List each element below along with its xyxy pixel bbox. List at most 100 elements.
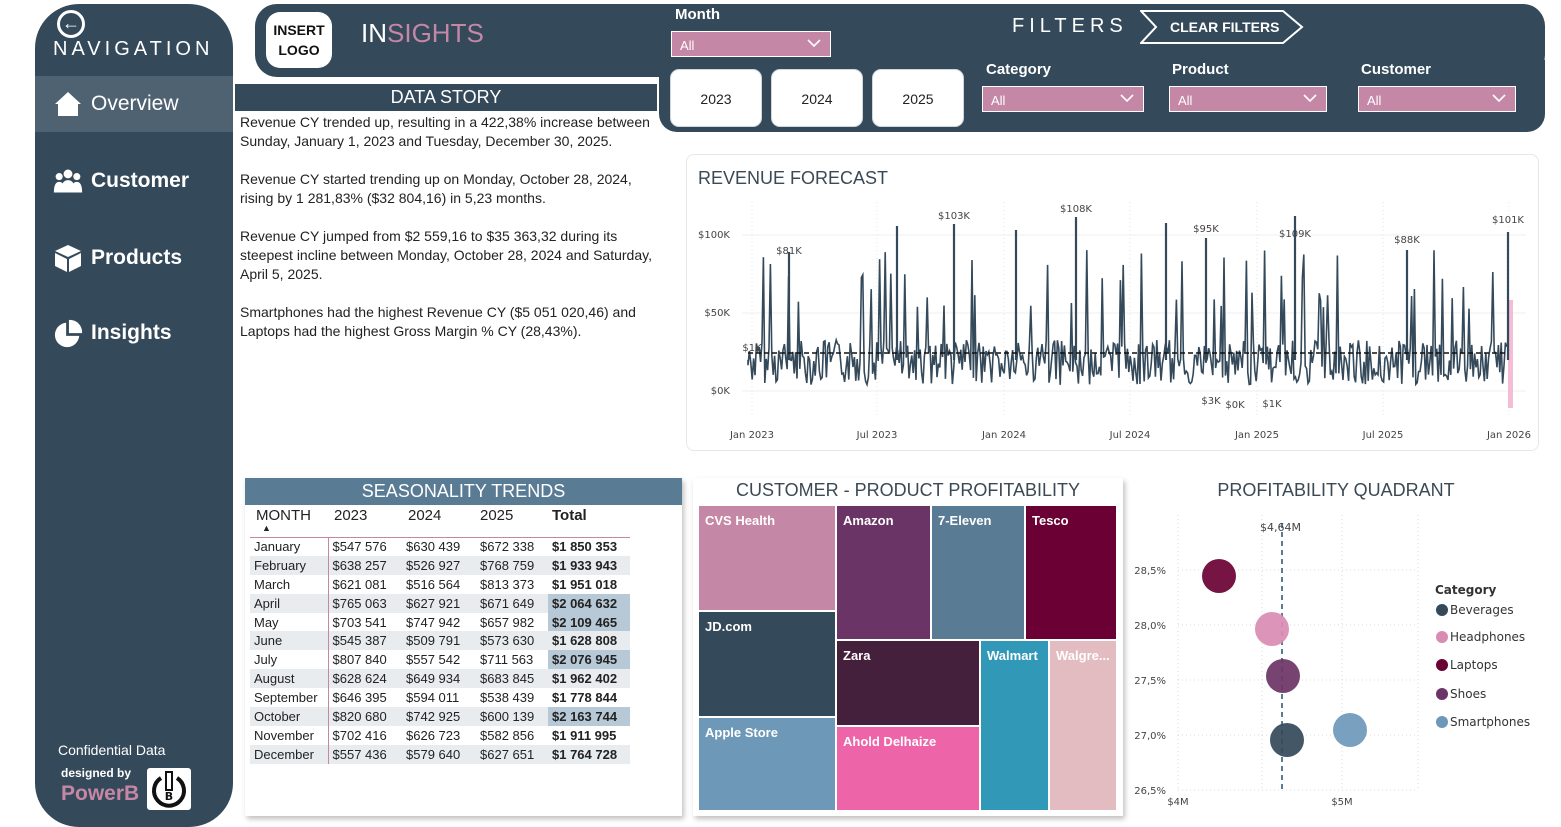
confidential-label: Confidential Data — [58, 742, 166, 758]
month-dropdown[interactable]: All — [671, 31, 831, 57]
treemap-tile-cvs-health[interactable]: CVS Health — [698, 505, 836, 611]
home-icon — [53, 89, 83, 119]
y-tick: 26,5% — [1134, 786, 1166, 797]
value-cell: $742 925 — [402, 707, 476, 726]
y-tick: 27,0% — [1134, 731, 1166, 742]
customer-dropdown[interactable]: All — [1358, 86, 1516, 112]
data-label: $95K — [1193, 224, 1219, 235]
designed-by-label: designed by — [61, 766, 132, 780]
value-cell: $638 257 — [328, 555, 402, 575]
value-cell: $646 395 — [332, 690, 387, 706]
treemap-tile-apple-store[interactable]: Apple Store — [698, 717, 836, 811]
table-row[interactable]: July $807 840 $557 542 $711 563 $2 076 945 — [250, 650, 630, 670]
column-header-2024[interactable]: 2024 — [408, 507, 442, 524]
table-row[interactable]: February $638 257 $526 927 $768 759 $1 933 9… — [250, 555, 630, 575]
treemap-tile-walgreens[interactable]: Walgre... — [1049, 640, 1117, 811]
chevron-down-icon — [807, 39, 821, 48]
title-prefix: IN — [361, 18, 387, 48]
month-cell: September — [250, 688, 329, 708]
table-row[interactable]: November $702 416 $626 723 $582 856 $1 911 9… — [250, 725, 630, 745]
nav-title: NAVIGATION — [53, 38, 214, 60]
treemap-tile-zara[interactable]: Zara — [836, 640, 980, 726]
legend-item: Laptops — [1450, 658, 1498, 672]
sidebar-item-customer[interactable]: Customer — [35, 153, 233, 209]
value-cell: $671 649 — [476, 593, 548, 613]
year-button-2024[interactable]: 2024 — [771, 69, 863, 127]
logo-line1: INSERT — [273, 22, 325, 38]
treemap-tile-jd-com[interactable]: JD.com — [698, 611, 836, 717]
product-dropdown[interactable]: All — [1169, 86, 1327, 112]
column-header-month[interactable]: MONTH ▲ — [250, 505, 328, 537]
year-button-2025[interactable]: 2025 — [872, 69, 964, 127]
x-tick: $5M — [1331, 797, 1352, 808]
tile-label: Ahold Delhaize — [843, 734, 937, 749]
value-cell: $702 416 — [332, 727, 387, 743]
y-tick: $100K — [698, 230, 730, 241]
seasonality-title: SEASONALITY TRENDS — [245, 478, 682, 505]
value-cell: $813 373 — [480, 576, 535, 592]
title-suffix: SIGHTS — [387, 18, 484, 48]
sidebar-item-label: Products — [91, 246, 183, 269]
value-cell: $711 563 — [480, 652, 534, 668]
y-tick: 28,5% — [1134, 566, 1166, 577]
tile-label: 7-Eleven — [938, 513, 992, 528]
table-row[interactable]: August $628 624 $649 934 $683 845 $1 962 402 — [250, 669, 630, 689]
column-header-2023[interactable]: 2023 — [334, 507, 368, 524]
bubble-shoes[interactable] — [1266, 659, 1300, 693]
data-label: $103K — [938, 211, 970, 222]
back-arrow-icon[interactable]: ← — [57, 10, 85, 38]
sidebar-item-label: Customer — [91, 169, 190, 192]
table-row[interactable]: May $703 541 $747 942 $657 982 $2 109 465 — [250, 612, 630, 632]
clear-filters-button[interactable]: CLEAR FILTERS — [1140, 10, 1304, 44]
tile-label: Walmart — [987, 648, 1038, 663]
sidebar-item-overview[interactable]: Overview — [35, 76, 233, 132]
bubble-smartphones[interactable] — [1333, 713, 1367, 747]
value-cell: $657 982 — [480, 614, 535, 630]
bubble-beverages[interactable] — [1270, 723, 1304, 757]
revenue-forecast-chart[interactable]: $100K $50K $0K Jan 2023 Jul 2023 Jan 202… — [686, 190, 1539, 448]
table-row[interactable]: October $820 680 $742 925 $600 139 $2 163 74… — [250, 707, 630, 726]
tile-label: Apple Store — [705, 725, 778, 740]
x-tick: Jan 2024 — [981, 430, 1026, 441]
value-cell: $547 576 — [328, 536, 402, 556]
table-row[interactable]: June $545 387 $509 791 $573 630 $1 628 808 — [250, 631, 630, 651]
data-label: $108K — [1060, 204, 1092, 215]
table-row[interactable]: December $557 436 $579 640 $627 651 $1 764 7… — [250, 744, 630, 764]
value-cell: $594 011 — [406, 690, 460, 706]
sidebar-item-products[interactable]: Products — [35, 230, 233, 286]
bubble-headphones[interactable] — [1255, 612, 1289, 646]
legend-item: Headphones — [1450, 630, 1525, 644]
treemap-title: CUSTOMER - PRODUCT PROFITABILITY — [735, 480, 1081, 500]
story-paragraph: Revenue CY jumped from $2 559,16 to $35 … — [240, 228, 652, 282]
value-cell: $768 759 — [476, 555, 548, 575]
sidebar-item-insights[interactable]: Insights — [35, 305, 233, 361]
story-paragraph: Smartphones had the highest Revenue CY (… — [240, 304, 636, 339]
table-row[interactable]: January $547 576 $630 439 $672 338 $1 850 35… — [250, 536, 630, 556]
tile-label: Tesco — [1032, 513, 1069, 528]
table-row[interactable]: September $646 395 $594 011 $538 439 $1 778 … — [250, 688, 630, 708]
bubble-laptops[interactable] — [1202, 559, 1236, 593]
category-dropdown[interactable]: All — [982, 86, 1144, 112]
value-cell: $820 680 — [328, 707, 402, 726]
x-tick: Jan 2023 — [729, 430, 774, 441]
value-cell: $627 651 — [476, 744, 548, 764]
total-cell: $2 064 632 — [548, 593, 630, 613]
year-button-2023[interactable]: 2023 — [670, 69, 762, 127]
treemap-tile-walmart[interactable]: Walmart — [980, 640, 1049, 811]
treemap-tile-ahold-delhaize[interactable]: Ahold Delhaize — [836, 726, 980, 811]
x-tick: Jan 2026 — [1486, 430, 1531, 441]
brand-name: PowerB — [61, 782, 140, 805]
profitability-quadrant-chart[interactable]: $4,64M 28,5% 28,0% 27,5% 27,0% 26,5% $4M… — [1128, 505, 1548, 815]
treemap-tile-tesco[interactable]: Tesco — [1025, 505, 1117, 640]
total-cell: $2 109 465 — [548, 612, 630, 632]
reference-label: $4,64M — [1260, 521, 1301, 534]
table-row[interactable]: March $621 081 $516 564 $813 373 $1 951 018 — [250, 574, 630, 594]
data-label: $88K — [1394, 235, 1420, 246]
column-header-total[interactable]: Total — [552, 507, 587, 524]
treemap-tile-amazon[interactable]: Amazon — [836, 505, 931, 640]
table-row[interactable]: April $765 063 $627 921 $671 649 $2 064 632 — [250, 593, 630, 613]
data-label: $81K — [776, 246, 802, 257]
treemap-tile-7-eleven[interactable]: 7-Eleven — [931, 505, 1025, 640]
column-header-2025[interactable]: 2025 — [480, 507, 514, 524]
legend-item: Beverages — [1450, 603, 1514, 617]
